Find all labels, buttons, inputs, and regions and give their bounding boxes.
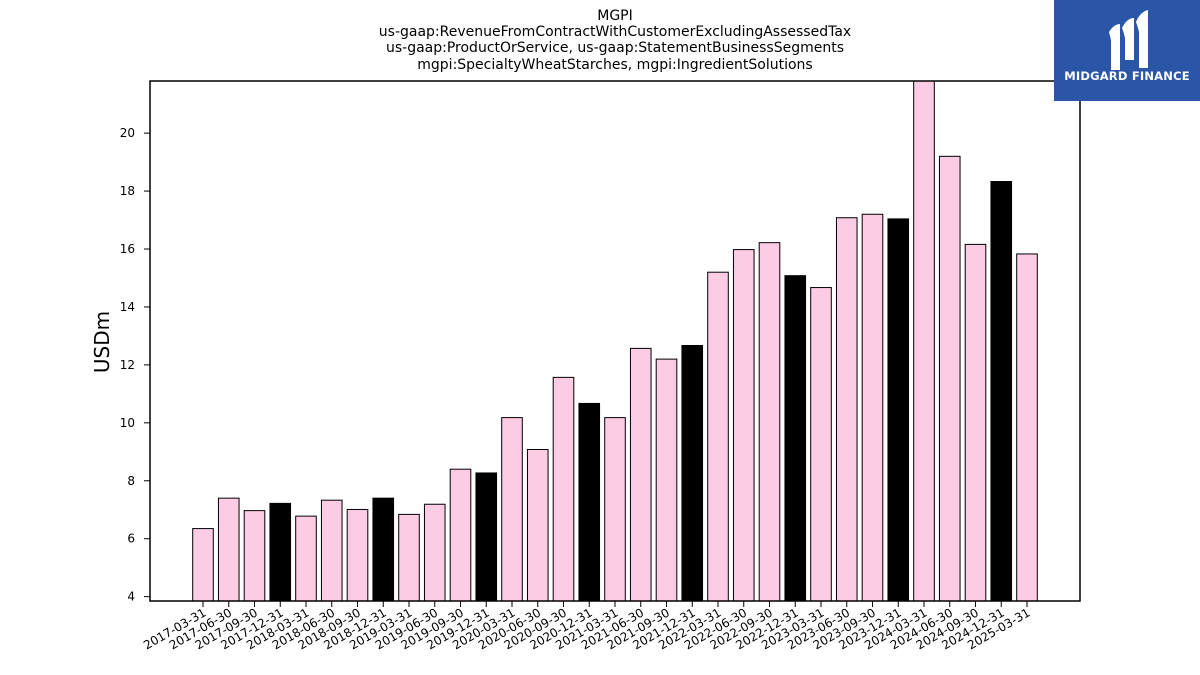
bar <box>192 528 214 602</box>
logo-mark-icon <box>1109 10 1148 70</box>
y-axis-ticks: 4 6 8 10 12 14 16 18 20 <box>120 126 150 604</box>
y-tick-label: 4 <box>127 590 135 604</box>
midgard-finance-logo: MIDGARD FINANCE <box>1054 0 1200 101</box>
bar <box>269 502 292 602</box>
bar <box>990 181 1013 602</box>
x-axis-ticks: 2017-03-312017-06-302017-09-302017-12-31… <box>141 601 1033 652</box>
y-tick-label: 20 <box>120 126 135 140</box>
bar <box>758 242 781 602</box>
bar <box>526 448 549 602</box>
bar <box>964 243 987 602</box>
bar <box>243 510 266 602</box>
bar <box>475 472 498 602</box>
bar <box>835 217 858 602</box>
bar <box>501 417 523 602</box>
chart-title-line: us-gaap:RevenueFromContractWithCustomerE… <box>379 24 851 40</box>
bar <box>372 497 395 602</box>
bar <box>449 468 472 602</box>
bar <box>861 213 884 602</box>
y-tick-label: 10 <box>120 416 135 430</box>
bar <box>604 417 626 602</box>
bar <box>732 249 755 602</box>
chart-title-line: MGPI <box>597 8 633 24</box>
y-tick-label: 8 <box>127 474 135 488</box>
chart-title: MGPI us-gaap:RevenueFromContractWithCust… <box>379 8 851 73</box>
chart-title-line: us-gaap:ProductOrService, us-gaap:Statem… <box>386 40 844 56</box>
bar <box>681 344 704 602</box>
y-tick-label: 14 <box>120 300 135 314</box>
y-axis-label: USDm <box>90 311 114 373</box>
bars-group <box>192 80 1038 602</box>
bar <box>1016 253 1038 602</box>
bar <box>423 503 446 602</box>
bar <box>346 508 369 602</box>
bar <box>398 513 420 602</box>
bar <box>784 275 807 602</box>
y-tick-label: 16 <box>120 242 135 256</box>
bar <box>552 376 575 602</box>
bar <box>707 271 729 602</box>
bar <box>320 499 343 602</box>
bar <box>887 218 910 602</box>
y-tick-label: 12 <box>120 358 135 372</box>
bar <box>655 358 678 602</box>
logo-text: MIDGARD FINANCE <box>1064 69 1190 83</box>
y-tick-label: 18 <box>120 184 135 198</box>
bar <box>810 287 832 602</box>
bar <box>629 347 652 602</box>
bar <box>938 155 961 602</box>
chart-title-line: mgpi:SpecialtyWheatStarches, mgpi:Ingred… <box>417 57 812 73</box>
bar <box>578 402 601 602</box>
bar <box>295 515 317 602</box>
bar <box>913 80 935 602</box>
y-tick-label: 6 <box>127 532 135 546</box>
plot-frame <box>149 80 1081 602</box>
bar <box>217 497 240 602</box>
